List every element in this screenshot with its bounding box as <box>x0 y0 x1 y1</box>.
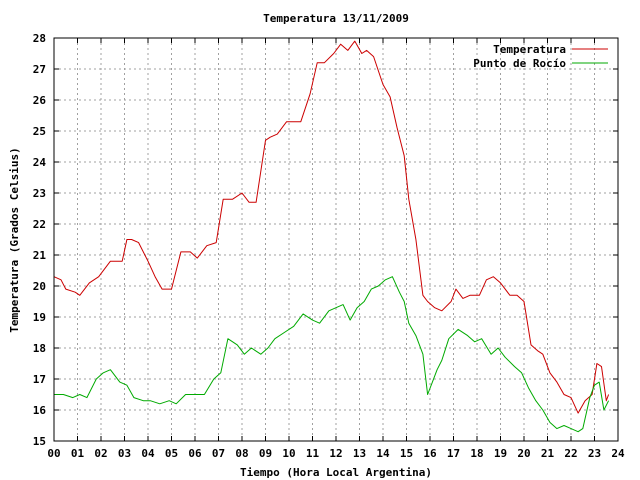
x-tick-label: 13 <box>353 447 366 460</box>
x-tick-label: 18 <box>470 447 483 460</box>
y-axis-ticks: 15 16 17 18 19 20 21 22 23 24 25 26 27 28 <box>33 32 618 448</box>
chart-title: Temperatura 13/11/2009 <box>263 12 409 25</box>
x-tick-label: 23 <box>588 447 601 460</box>
x-tick-label: 20 <box>517 447 530 460</box>
x-tick-label: 07 <box>212 447 225 460</box>
series-line-0 <box>53 40 610 414</box>
x-axis-label: Tiempo (Hora Local Argentina) <box>240 466 432 479</box>
x-tick-label: 02 <box>94 447 107 460</box>
x-tick-label: 24 <box>611 447 625 460</box>
grid <box>54 38 618 441</box>
x-tick-label: 15 <box>400 447 413 460</box>
series-lines <box>53 40 610 433</box>
y-tick-label: 17 <box>33 373 46 386</box>
plot-frame <box>53 37 619 442</box>
y-tick-label: 24 <box>33 156 47 169</box>
legend-label: Punto de Rocío <box>473 57 566 70</box>
x-tick-label: 00 <box>47 447 60 460</box>
x-axis-ticks: 00 01 02 03 04 05 06 07 08 09 10 11 12 13 14 15 16 17 18 19… <box>47 38 625 460</box>
y-tick-label: 27 <box>33 63 46 76</box>
x-tick-label: 14 <box>376 447 390 460</box>
y-tick-label: 18 <box>33 342 46 355</box>
y-tick-label: 25 <box>33 125 46 138</box>
x-tick-label: 22 <box>564 447 577 460</box>
x-tick-label: 03 <box>118 447 131 460</box>
x-tick-label: 21 <box>541 447 555 460</box>
x-tick-label: 16 <box>423 447 437 460</box>
legend-label: Temperatura <box>493 43 566 56</box>
y-tick-label: 22 <box>33 218 46 231</box>
x-tick-label: 12 <box>329 447 342 460</box>
x-tick-label: 01 <box>71 447 85 460</box>
y-tick-label: 19 <box>33 311 46 324</box>
y-tick-label: 21 <box>33 249 47 262</box>
x-tick-label: 19 <box>494 447 507 460</box>
x-tick-label: 17 <box>447 447 460 460</box>
x-tick-label: 04 <box>141 447 155 460</box>
x-tick-label: 05 <box>165 447 178 460</box>
x-tick-label: 06 <box>188 447 202 460</box>
x-tick-label: 09 <box>259 447 272 460</box>
y-tick-label: 15 <box>33 435 46 448</box>
x-tick-label: 11 <box>306 447 320 460</box>
series-line-1 <box>54 276 610 433</box>
y-tick-label: 26 <box>33 94 47 107</box>
y-tick-label: 20 <box>33 280 46 293</box>
y-axis-label: Temperatura (Grados Celsius) <box>8 147 21 332</box>
y-tick-label: 23 <box>33 187 46 200</box>
y-tick-label: 16 <box>33 404 47 417</box>
x-tick-label: 10 <box>282 447 295 460</box>
x-tick-label: 08 <box>235 447 248 460</box>
y-tick-label: 28 <box>33 32 46 45</box>
